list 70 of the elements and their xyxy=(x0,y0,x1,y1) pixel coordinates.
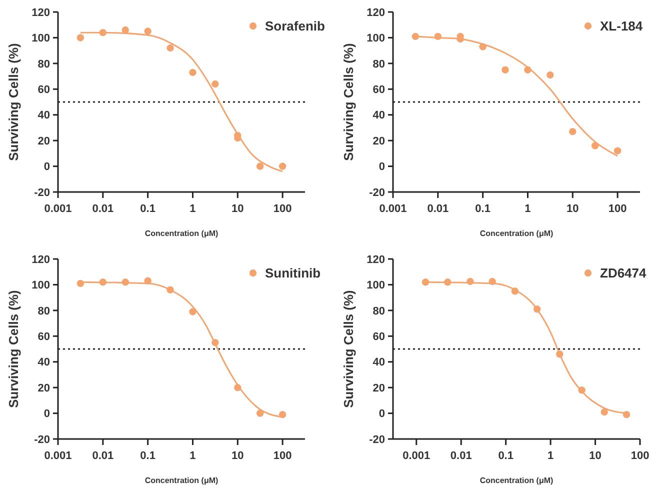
y-tick-label: 60 xyxy=(38,84,50,96)
y-tick-label: 100 xyxy=(366,280,385,292)
y-tick-label: 60 xyxy=(372,84,385,96)
y-tick-label: -20 xyxy=(369,186,385,199)
x-axis-title: Concentration (μM) xyxy=(144,229,218,238)
y-tick-label: -20 xyxy=(34,186,50,199)
y-tick-label: 100 xyxy=(32,32,50,45)
x-tick-label: 0.01 xyxy=(427,203,449,215)
x-tick-label: 0.1 xyxy=(140,450,156,462)
y-tick-label: 40 xyxy=(38,110,50,122)
y-tick-label: 20 xyxy=(372,382,385,394)
legend-label: Sunitinib xyxy=(265,266,321,281)
x-tick-label: 0.1 xyxy=(140,203,156,215)
y-axis-title: Surviving Cells (%) xyxy=(341,290,356,408)
point xyxy=(256,410,264,417)
x-tick-label: 0.1 xyxy=(475,203,490,215)
x-tick-label: 0.001 xyxy=(44,450,72,462)
y-tick-label: 100 xyxy=(366,32,385,45)
y-tick-label: 80 xyxy=(38,305,50,318)
y-tick-label: -20 xyxy=(369,434,385,446)
y-tick-label: 100 xyxy=(32,280,50,292)
x-axis-title: Concentration (μM) xyxy=(480,229,554,238)
x-axis-title: Concentration (μM) xyxy=(480,476,554,485)
y-tick-label: 120 xyxy=(32,6,50,19)
x-tick-label: 1 xyxy=(190,450,196,462)
y-tick-label: 0 xyxy=(44,408,50,420)
y-axis-title: Surviving Cells (%) xyxy=(341,43,356,161)
legend-label: XL-184 xyxy=(600,18,644,34)
y-tick-label: 60 xyxy=(38,330,50,343)
y-axis-title: Surviving Cells (%) xyxy=(6,290,21,408)
y-tick-label: 20 xyxy=(38,382,50,394)
legend-label: ZD6474 xyxy=(600,266,648,281)
x-tick-label: 100 xyxy=(273,203,292,215)
y-tick-label: 0 xyxy=(44,161,50,174)
y-axis-title: Surviving Cells (%) xyxy=(6,43,21,161)
x-tick-label: 10 xyxy=(589,450,602,462)
x-tick-label: 0.001 xyxy=(402,450,430,462)
y-tick-label: -20 xyxy=(34,434,50,446)
x-tick-label: 0.001 xyxy=(44,203,72,215)
x-tick-label: 1 xyxy=(190,203,196,215)
y-tick-label: 120 xyxy=(366,6,385,19)
y-tick-label: 80 xyxy=(38,58,50,70)
legend-label: Sorafenib xyxy=(265,18,326,34)
x-tick-label: 10 xyxy=(232,203,244,215)
y-tick-label: 60 xyxy=(372,330,385,343)
x-tick-label: 0.01 xyxy=(450,450,472,462)
y-tick-label: 120 xyxy=(32,254,50,266)
x-axis-title: Concentration (μM) xyxy=(144,476,218,485)
x-tick-label: 1 xyxy=(524,203,531,215)
y-tick-label: 0 xyxy=(378,161,385,174)
x-tick-label: 100 xyxy=(273,450,292,462)
y-tick-label: 20 xyxy=(372,135,385,148)
y-tick-label: 120 xyxy=(366,254,385,266)
x-tick-label: 10 xyxy=(232,450,244,462)
y-tick-label: 40 xyxy=(372,110,385,122)
x-tick-label: 100 xyxy=(630,450,650,462)
y-tick-label: 40 xyxy=(38,356,50,369)
x-tick-label: 10 xyxy=(566,203,579,215)
point xyxy=(600,408,608,416)
y-tick-label: 0 xyxy=(378,408,385,420)
y-tick-label: 40 xyxy=(372,356,385,369)
y-tick-label: 80 xyxy=(372,305,385,318)
y-tick-label: 80 xyxy=(372,58,385,70)
x-tick-label: 0.001 xyxy=(379,203,407,215)
x-tick-label: 0.01 xyxy=(92,203,114,215)
x-tick-label: 100 xyxy=(608,203,627,215)
y-tick-label: 20 xyxy=(38,135,50,148)
x-tick-label: 1 xyxy=(547,450,554,462)
x-tick-label: 0.01 xyxy=(92,450,114,462)
x-tick-label: 0.1 xyxy=(498,450,514,462)
